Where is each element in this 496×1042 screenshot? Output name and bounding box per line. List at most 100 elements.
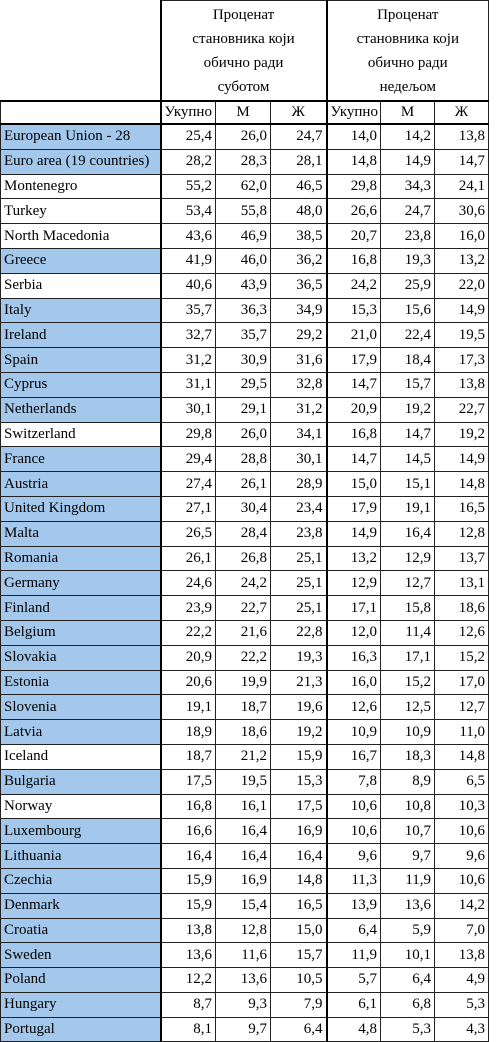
column-header: М	[215, 100, 271, 125]
value-cell: 10,7	[380, 818, 436, 845]
country-name: Hungary	[0, 991, 161, 1018]
value-cell: 14,8	[434, 743, 490, 770]
value-cell: 17,0	[434, 669, 490, 696]
value-cell: 48,0	[269, 198, 328, 225]
column-header: Укупно	[325, 100, 382, 125]
value-cell: 19,1	[380, 495, 436, 522]
table-row: Iceland 18,7 21,2 15,9 16,7 18,3 14,8	[0, 743, 490, 770]
value-cell: 31,6	[269, 347, 328, 373]
table-row: Greece 41,9 46,0 36,2 16,8 19,3 13,2	[0, 247, 490, 274]
table-row: Czechia 15,9 16,9 14,8 11,3 11,9 10,6	[0, 867, 490, 894]
value-cell: 13,7	[434, 545, 490, 572]
value-cell: 16,5	[434, 495, 490, 522]
value-cell: 14,2	[380, 123, 436, 150]
value-cell: 28,2	[159, 148, 216, 175]
value-cell: 12,8	[215, 917, 271, 944]
value-cell: 18,9	[159, 719, 216, 745]
value-cell: 15,2	[434, 644, 490, 671]
table-row: France 29,4 28,8 30,1 14,7 14,5 14,9	[0, 446, 490, 473]
value-cell: 17,1	[325, 595, 382, 621]
value-cell: 20,9	[159, 644, 216, 671]
value-cell: 19,1	[159, 694, 216, 721]
country-name: Malta	[0, 520, 161, 547]
value-cell: 13,1	[434, 570, 490, 597]
value-cell: 26,1	[159, 545, 216, 572]
value-cell: 10,3	[434, 793, 490, 820]
value-cell: 28,4	[215, 520, 271, 547]
group-header-line: становника који	[192, 30, 295, 47]
value-cell: 13,6	[215, 967, 271, 993]
value-cell: 22,7	[434, 396, 490, 423]
value-cell: 16,5	[269, 892, 328, 919]
country-name: Slovenia	[0, 694, 161, 721]
table-row: Latvia 18,9 18,6 19,2 10,9 10,9 11,0	[0, 719, 490, 745]
table-row: Netherlands 30,1 29,1 31,2 20,9 19,2 22,7	[0, 396, 490, 423]
country-name: Ireland	[0, 322, 161, 349]
value-cell: 26,0	[215, 421, 271, 448]
value-cell: 26,8	[215, 545, 271, 572]
value-cell: 30,6	[434, 198, 490, 225]
table-row: Romania 26,1 26,8 25,1 13,2 12,9 13,7	[0, 545, 490, 572]
table-row: Portugal 8,1 9,7 6,4 4,8 5,3 4,3	[0, 1016, 490, 1042]
value-cell: 5,3	[434, 991, 490, 1018]
table-body: European Union - 28 25,4 26,0 24,7 14,0 14,2 1…	[0, 123, 490, 1042]
value-cell: 12,9	[380, 545, 436, 572]
country-name: Czechia	[0, 867, 161, 894]
value-cell: 22,2	[215, 644, 271, 671]
value-cell: 16,1	[215, 793, 271, 820]
value-cell: 29,5	[215, 371, 271, 398]
value-cell: 15,9	[269, 743, 328, 770]
country-name: Switzerland	[0, 421, 161, 448]
value-cell: 10,8	[380, 793, 436, 820]
table-row: Slovenia 19,1 18,7 19,6 12,6 12,5 12,7	[0, 694, 490, 721]
value-cell: 13,2	[325, 545, 382, 572]
value-cell: 55,8	[215, 198, 271, 225]
value-cell: 12,5	[380, 694, 436, 721]
value-cell: 13,6	[159, 942, 216, 969]
value-cell: 17,1	[380, 644, 436, 671]
value-cell: 28,8	[215, 446, 271, 473]
value-cell: 13,8	[434, 371, 490, 398]
value-cell: 21,2	[215, 743, 271, 770]
value-cell: 23,9	[159, 595, 216, 621]
value-cell: 35,7	[215, 322, 271, 349]
value-cell: 23,8	[269, 520, 328, 547]
value-cell: 34,1	[269, 421, 328, 448]
country-name: North Macedonia	[0, 223, 161, 249]
value-cell: 24,7	[269, 123, 328, 150]
group-header-line: обично ради	[203, 54, 284, 71]
value-cell: 24,2	[325, 272, 382, 299]
country-name: Cyprus	[0, 371, 161, 398]
value-cell: 19,6	[269, 694, 328, 721]
table-row: Denmark 15,9 15,4 16,5 13,9 13,6 14,2	[0, 892, 490, 919]
value-cell: 17,5	[269, 793, 328, 820]
value-cell: 10,6	[325, 793, 382, 820]
table-row: Estonia 20,6 19,9 21,3 16,0 15,2 17,0	[0, 669, 490, 696]
group-header-line: Проценат	[212, 6, 275, 23]
value-cell: 8,7	[159, 991, 216, 1018]
country-name: Lithuania	[0, 843, 161, 869]
value-cell: 15,4	[215, 892, 271, 919]
value-cell: 13,2	[434, 247, 490, 274]
value-cell: 25,1	[269, 570, 328, 597]
value-cell: 10,6	[434, 818, 490, 845]
value-cell: 14,7	[325, 371, 382, 398]
column-header: Ж	[434, 100, 490, 125]
value-cell: 28,3	[215, 148, 271, 175]
value-cell: 34,3	[380, 173, 436, 200]
value-cell: 10,1	[380, 942, 436, 969]
value-cell: 18,6	[215, 719, 271, 745]
value-cell: 5,7	[325, 967, 382, 993]
group-header-row: Проценат становника који обично ради субото…	[0, 0, 490, 102]
value-cell: 11,9	[325, 942, 382, 969]
group-header: Проценат становника који обично ради недељо…	[325, 0, 490, 102]
value-cell: 15,7	[380, 371, 436, 398]
table-row: Germany 24,6 24,2 25,1 12,9 12,7 13,1	[0, 570, 490, 597]
table-row: United Kingdom 27,1 30,4 23,4 17,9 19,1 16,5	[0, 495, 490, 522]
value-cell: 26,5	[159, 520, 216, 547]
value-cell: 30,1	[269, 446, 328, 473]
value-cell: 6,1	[325, 991, 382, 1018]
value-cell: 18,7	[215, 694, 271, 721]
value-cell: 25,9	[380, 272, 436, 299]
column-header: М	[380, 100, 436, 125]
